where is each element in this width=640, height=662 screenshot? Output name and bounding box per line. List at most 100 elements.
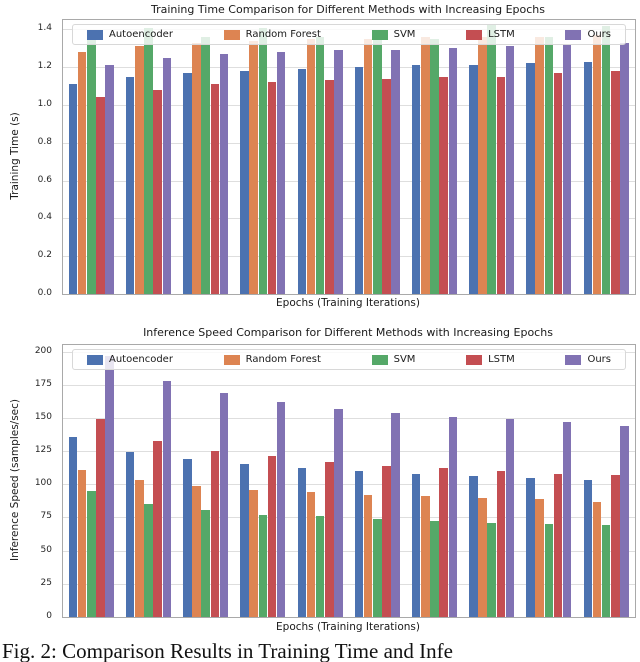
y-tick-label: 25 [40,577,52,588]
legend-label: Random Forest [245,354,321,365]
bar-svm [315,516,325,617]
bar-random-forest [192,42,201,294]
bar-random-forest [421,496,430,617]
legend-swatch [87,354,103,365]
bar-autoencoder [469,65,478,294]
legend: Autoencoder Random Forest SVM LSTM Ours [72,24,626,45]
bar-autoencoder [297,468,307,617]
bar-autoencoder [240,71,249,294]
bar-lstm [96,419,105,617]
bar-random-forest [306,492,316,617]
y-tick-label: 150 [34,411,52,422]
legend-swatch [565,29,582,40]
bar-svm [430,38,439,294]
bar-autoencoder [297,69,307,294]
bar-random-forest [478,497,487,617]
legend-label: Autoencoder [109,29,173,40]
bar-lstm [439,76,448,294]
inference-speed-chart: Inference Speed Comparison for Different… [0,318,640,640]
bar-autoencoder [354,67,364,294]
y-tick-label: 0.4 [37,212,52,223]
bar-svm [430,521,439,617]
bar-autoencoder [68,436,78,617]
bar-ours [276,402,286,617]
legend-swatch [87,29,103,40]
legend-swatch [371,29,388,40]
bar-random-forest [249,40,259,294]
legend-item: Ours [565,29,611,40]
bar-svm [315,37,325,294]
bar-ours [162,380,172,617]
bar-autoencoder [125,76,135,294]
bar-random-forest [249,489,259,617]
bar-lstm [553,72,563,294]
bar-autoencoder [183,459,192,617]
bar-svm [87,490,96,617]
bar-random-forest [363,38,373,294]
bar-autoencoder [526,477,535,617]
bar-svm [601,525,611,617]
legend-item: SVM [371,354,415,365]
y-tick-label: 0.2 [37,250,52,261]
bar-svm [144,504,153,617]
bar-autoencoder [583,61,593,294]
bar-random-forest [192,485,201,617]
bar-lstm [610,475,620,617]
bar-random-forest [77,52,87,294]
bar-svm [544,37,554,294]
y-tick-label: 0 [46,611,52,621]
legend-item: Autoencoder [87,29,173,40]
bar-random-forest [135,46,144,294]
gridline [63,583,635,585]
bar-random-forest [592,501,602,617]
legend-label: Autoencoder [109,354,173,365]
bar-lstm [153,440,162,617]
plot-area: Autoencoder Random Forest SVM LSTM Ours [62,19,636,295]
legend-item: Ours [565,354,611,365]
gridline [63,417,635,419]
bar-ours [448,416,458,617]
legend-item: Random Forest [223,29,321,40]
bar-ours [105,355,114,617]
bar-autoencoder [583,480,593,617]
chart-title: Inference Speed Comparison for Different… [143,326,553,339]
bar-lstm [382,465,391,617]
bar-svm [601,25,611,294]
bar-random-forest [592,35,602,294]
bar-autoencoder [183,72,192,294]
legend-item: LSTM [466,29,515,40]
legend-label: Ours [587,354,611,365]
legend-label: Random Forest [245,29,321,40]
bar-svm [487,23,496,294]
bar-svm [201,37,210,294]
legend-swatch [466,354,483,365]
y-tick-label: 75 [40,511,52,522]
bar-svm [87,33,96,294]
y-tick-label: 1.4 [37,23,52,34]
y-tick-label: 0.0 [37,288,52,298]
bar-random-forest [77,469,87,617]
gridline [63,105,635,107]
bar-lstm [153,89,162,294]
x-axis-label: Epochs (Training Iterations) [276,621,420,633]
bar-random-forest [421,37,430,294]
bar-ours [219,54,229,294]
bar-autoencoder [354,471,364,617]
bar-ours [562,421,572,617]
bar-ours [620,425,629,617]
y-tick-label: 1.0 [37,99,52,110]
bar-autoencoder [68,84,78,294]
y-tick-label: 125 [34,445,52,456]
bar-random-forest [478,37,487,294]
bar-autoencoder [411,473,421,617]
legend-swatch [466,29,483,40]
gridline [63,517,635,519]
bar-ours [276,52,286,294]
bar-svm [258,514,268,617]
gridline [63,67,635,69]
bar-lstm [553,473,563,617]
bar-autoencoder [469,476,478,617]
bar-lstm [267,82,277,294]
legend-label: Ours [587,29,611,40]
bar-autoencoder [240,464,249,617]
